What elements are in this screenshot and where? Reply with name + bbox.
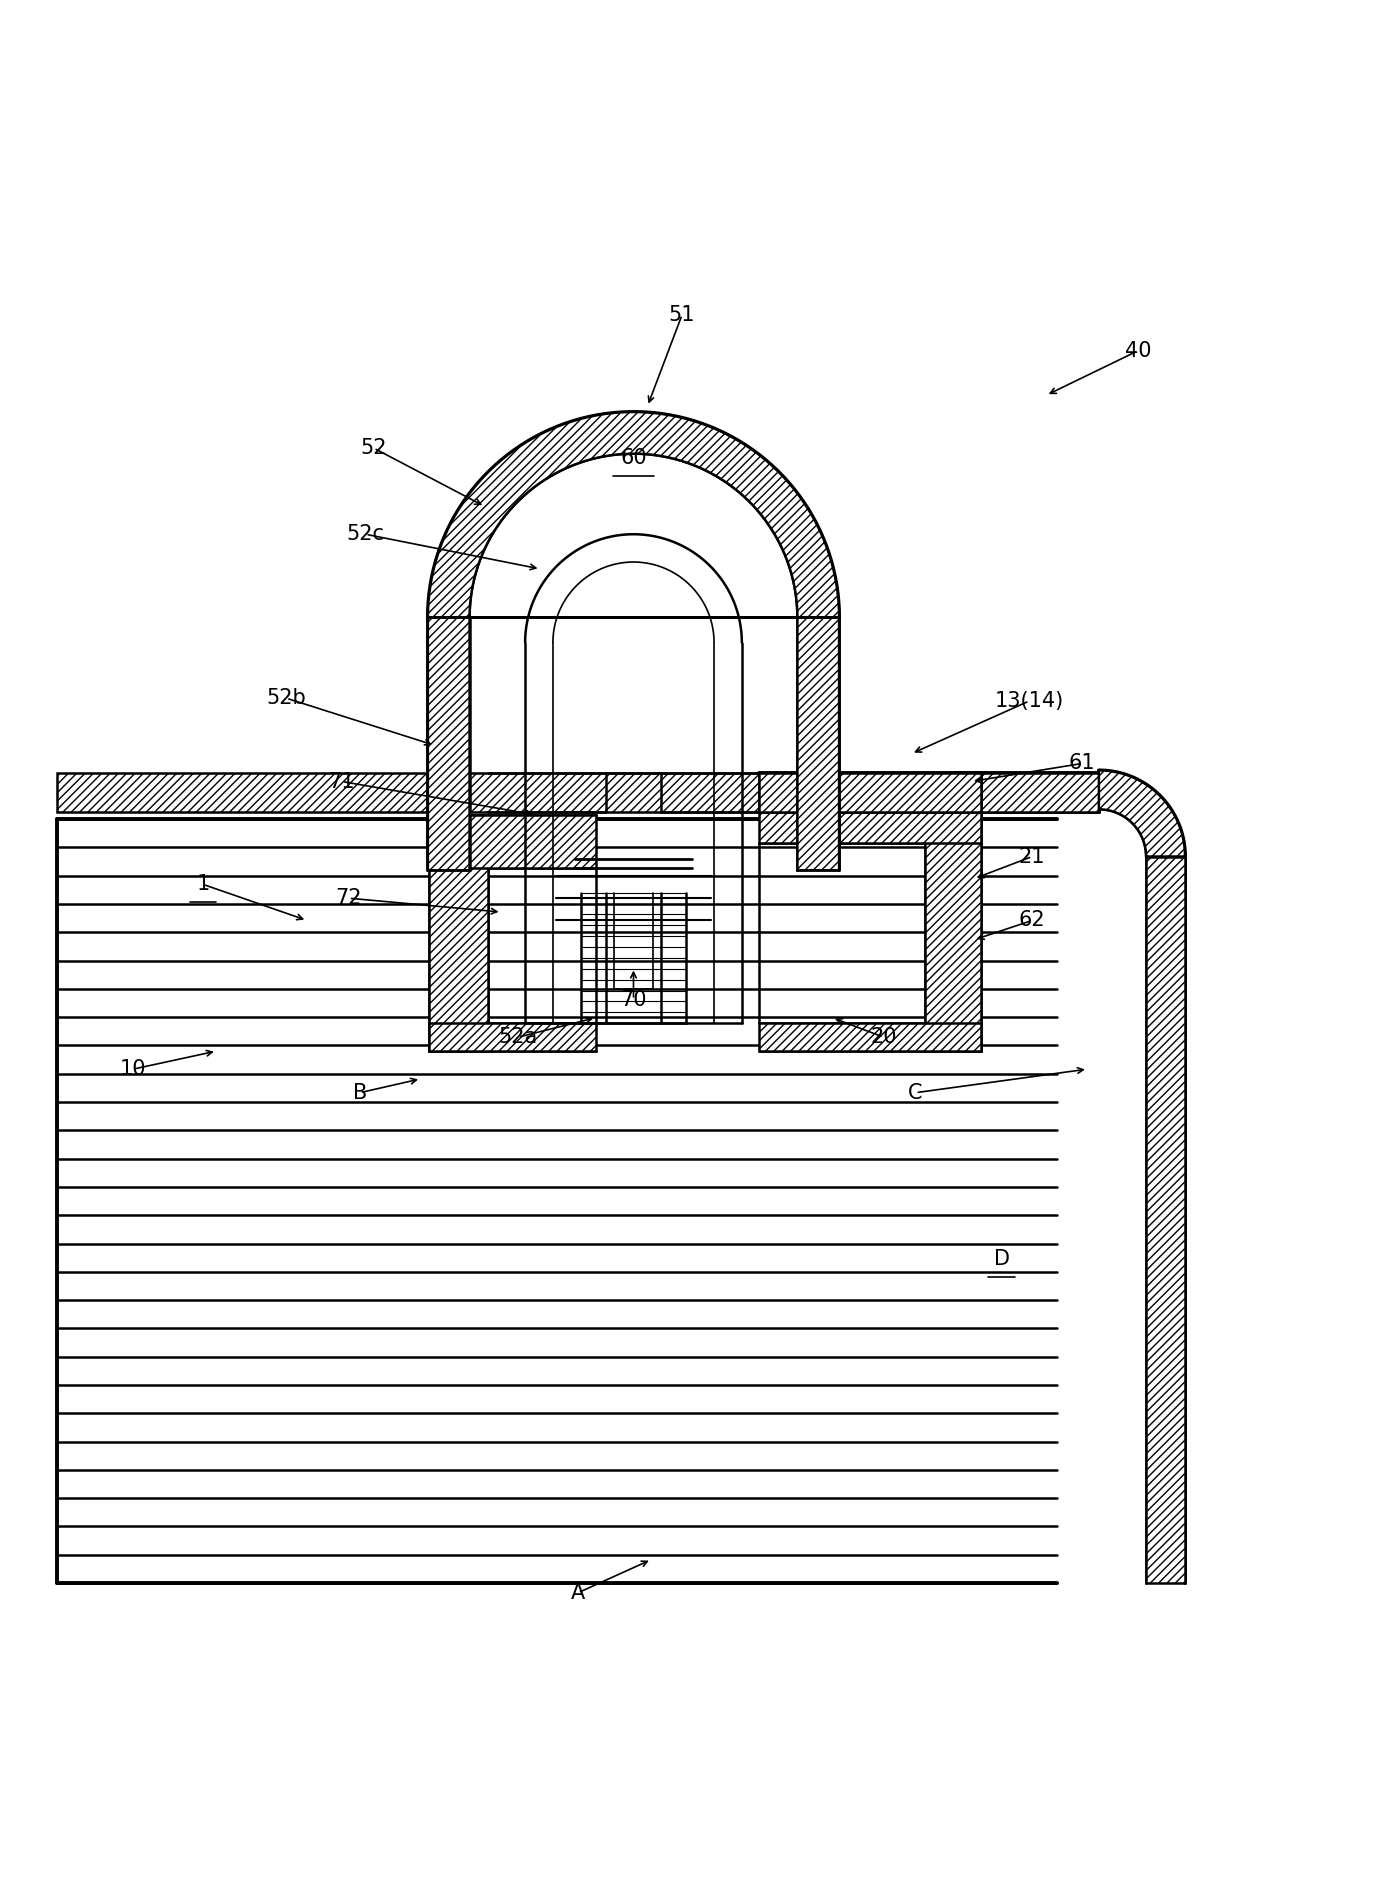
Polygon shape xyxy=(759,774,981,812)
Text: 52a: 52a xyxy=(498,1027,537,1048)
Polygon shape xyxy=(926,789,981,1052)
Text: 70: 70 xyxy=(621,989,647,1010)
Text: 72: 72 xyxy=(335,888,362,909)
Text: 62: 62 xyxy=(1019,911,1045,930)
Text: C: C xyxy=(908,1082,923,1103)
Text: 71: 71 xyxy=(329,772,355,791)
Text: B: B xyxy=(352,1082,367,1103)
Text: 1: 1 xyxy=(196,875,209,894)
Text: 13(14): 13(14) xyxy=(995,690,1063,711)
Text: 10: 10 xyxy=(120,1059,146,1078)
Text: 52b: 52b xyxy=(266,689,306,708)
Text: 51: 51 xyxy=(670,304,696,325)
Polygon shape xyxy=(954,774,1098,812)
Text: 60: 60 xyxy=(621,447,647,468)
Polygon shape xyxy=(1146,856,1185,1582)
Text: D: D xyxy=(994,1250,1009,1269)
Polygon shape xyxy=(429,1023,596,1052)
Text: 20: 20 xyxy=(870,1027,896,1048)
Text: 21: 21 xyxy=(1019,846,1045,867)
Polygon shape xyxy=(1098,770,1185,856)
Text: 61: 61 xyxy=(1069,753,1096,774)
Polygon shape xyxy=(427,413,839,871)
Polygon shape xyxy=(57,774,954,812)
Text: 52: 52 xyxy=(361,437,387,458)
Polygon shape xyxy=(759,1023,981,1052)
Polygon shape xyxy=(429,814,487,1052)
Text: 40: 40 xyxy=(1125,340,1151,361)
Polygon shape xyxy=(429,814,596,867)
Text: 52c: 52c xyxy=(347,525,384,544)
Polygon shape xyxy=(759,789,981,843)
Text: A: A xyxy=(571,1582,585,1603)
